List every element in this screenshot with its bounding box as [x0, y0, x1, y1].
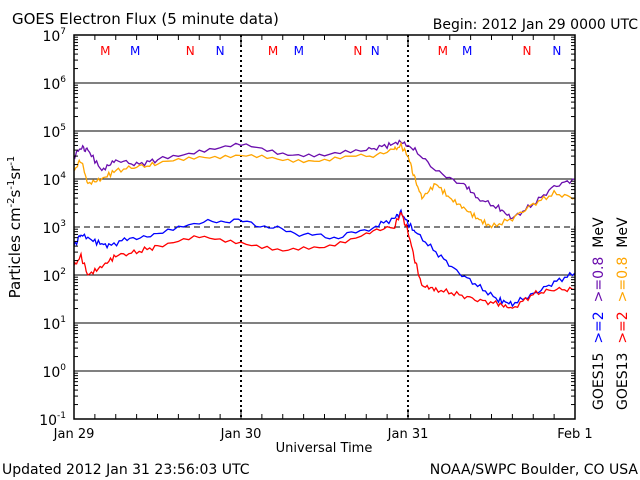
credit-label: NOAA/SWPC Boulder, CO USA: [430, 462, 639, 478]
series-line-goes13-2-mev: [73, 211, 575, 309]
marker-label: M: [294, 44, 304, 58]
y-tick-label: 106: [42, 75, 66, 93]
y-tick-label: 101: [42, 315, 66, 333]
series-line-goes15-0-8-mev: [73, 139, 576, 220]
ticks: [73, 35, 576, 419]
x-tick-labels: Jan 29 Jan 30 Jan 31 Feb 1: [53, 427, 593, 442]
grid-lines: [74, 35, 575, 419]
x-axis-label: Universal Time: [276, 441, 373, 456]
y-tick-label: 102: [42, 267, 66, 285]
updated-timestamp: Updated 2012 Jan 31 23:56:03 UTC: [2, 462, 250, 478]
marker-label: N: [216, 44, 225, 58]
marker-label: N: [186, 44, 195, 58]
y-tick-label: 107: [42, 27, 66, 45]
marker-label: N: [552, 44, 561, 58]
marker-label: M: [462, 44, 472, 58]
chart-title: GOES Electron Flux (5 minute data): [12, 10, 279, 28]
y-tick-label: 104: [42, 171, 66, 189]
y-tick-label: 103: [42, 219, 66, 237]
marker-label: M: [268, 44, 278, 58]
legend-entry: GOES13 >=2 >=0.8 MeV: [615, 217, 631, 410]
x-tick-label: Feb 1: [557, 427, 592, 442]
marker-label: M: [130, 44, 140, 58]
y-tick-label: 105: [42, 123, 66, 141]
legend-entry: GOES15 >=2 >=0.8 MeV: [591, 217, 607, 410]
y-axis-label: Particles cm-2s-1sr-1: [6, 156, 24, 299]
y-tick-label: 10-1: [39, 411, 66, 429]
x-tick-label: Jan 29: [53, 427, 95, 442]
series-line-goes15-2-mev: [73, 208, 576, 308]
marker-label: N: [353, 44, 362, 58]
marker-label: M: [438, 44, 448, 58]
y-tick-labels: 107 106 105 104 103 102 101 100 10-1: [39, 27, 66, 429]
series-group: [73, 139, 576, 309]
begin-label: Begin: 2012 Jan 29 0000 UTC: [433, 17, 638, 33]
y-tick-label: 100: [42, 363, 66, 381]
x-tick-label: Jan 31: [387, 427, 429, 442]
series-line-goes13-0-8-mev: [73, 141, 576, 229]
marker-label: N: [522, 44, 531, 58]
x-tick-label: Jan 30: [220, 427, 262, 442]
legend: GOES15 >=2 >=0.8 MeV GOES13 >=2 >=0.8 MeV: [591, 217, 631, 410]
marker-label: N: [371, 44, 380, 58]
marker-label: M: [100, 44, 110, 58]
